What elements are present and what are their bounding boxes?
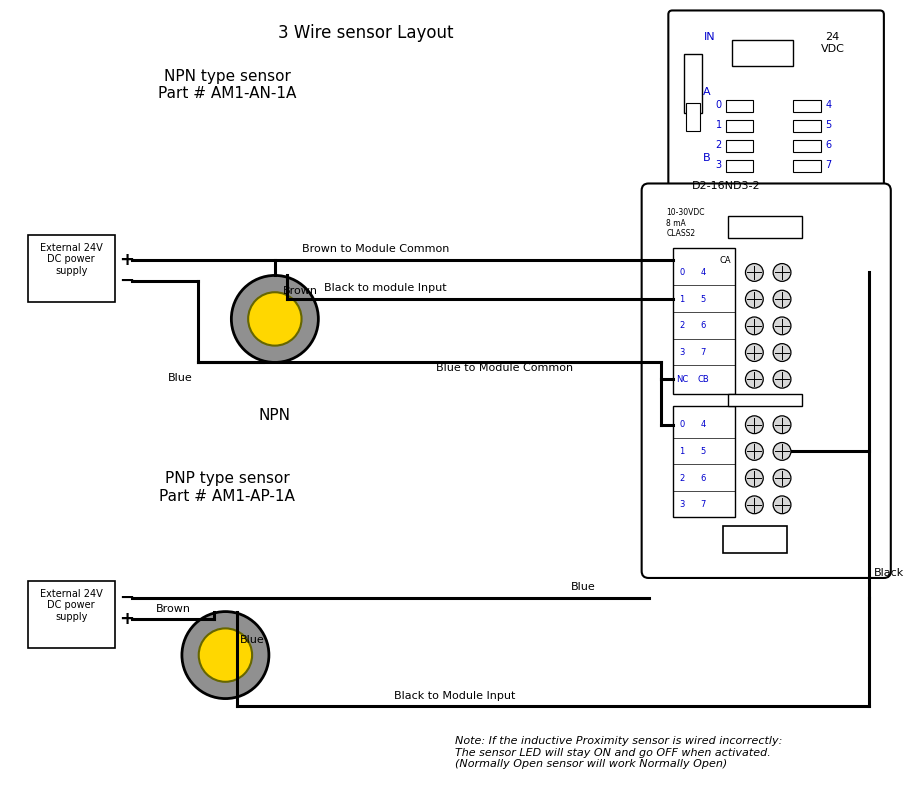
Circle shape <box>773 416 791 433</box>
Circle shape <box>199 629 252 682</box>
Text: Black: Black <box>874 568 904 578</box>
Text: 24
VDC: 24 VDC <box>821 32 844 54</box>
Circle shape <box>746 317 764 335</box>
Circle shape <box>182 612 268 698</box>
Bar <box>726 120 754 132</box>
Bar <box>28 581 114 648</box>
Text: 0: 0 <box>679 421 685 429</box>
Text: 7: 7 <box>700 348 706 357</box>
Circle shape <box>746 344 764 361</box>
Circle shape <box>773 317 791 335</box>
Text: Brown: Brown <box>155 604 190 614</box>
Text: 1: 1 <box>716 120 722 130</box>
Text: CB: CB <box>697 375 709 384</box>
Text: 1: 1 <box>679 447 685 456</box>
Text: Blue: Blue <box>240 635 265 646</box>
Text: External 24V
DC power
supply: External 24V DC power supply <box>40 589 102 622</box>
Text: Brown to Module Common: Brown to Module Common <box>302 244 449 254</box>
Text: 7: 7 <box>825 159 832 170</box>
Circle shape <box>746 264 764 281</box>
Circle shape <box>746 416 764 433</box>
Text: Blue: Blue <box>168 373 193 383</box>
Text: 1: 1 <box>679 295 685 304</box>
Text: 6: 6 <box>825 140 832 150</box>
Text: A: A <box>703 87 711 97</box>
Text: NC: NC <box>676 375 688 384</box>
Text: −: − <box>119 272 133 291</box>
Bar <box>726 159 754 171</box>
Text: PNP type sensor
Part # AM1-AP-1A: PNP type sensor Part # AM1-AP-1A <box>160 471 296 504</box>
Text: 3: 3 <box>716 159 722 170</box>
Bar <box>723 525 787 553</box>
Bar <box>793 140 821 152</box>
Bar <box>793 159 821 171</box>
Circle shape <box>231 276 318 362</box>
Text: Blue: Blue <box>571 582 596 592</box>
Bar <box>727 216 802 238</box>
Bar <box>793 100 821 112</box>
Text: Brown: Brown <box>283 286 317 296</box>
Text: 3 Wire sensor Layout: 3 Wire sensor Layout <box>278 24 454 42</box>
Text: Note: If the inductive Proximity sensor is wired incorrectly:
The sensor LED wil: Note: If the inductive Proximity sensor … <box>454 736 782 769</box>
Circle shape <box>746 469 764 487</box>
Text: 0: 0 <box>716 100 722 111</box>
Text: 5: 5 <box>700 295 706 304</box>
Text: 6: 6 <box>700 473 706 483</box>
Bar <box>727 394 802 406</box>
Bar <box>732 40 793 66</box>
Bar <box>684 54 702 113</box>
Text: Blue to Module Common: Blue to Module Common <box>435 364 573 373</box>
Circle shape <box>746 290 764 308</box>
Bar <box>673 248 735 394</box>
FancyBboxPatch shape <box>668 10 884 191</box>
Circle shape <box>773 469 791 487</box>
Circle shape <box>773 370 791 388</box>
Circle shape <box>746 442 764 461</box>
Text: CA: CA <box>720 256 732 264</box>
Circle shape <box>773 344 791 361</box>
Text: 2: 2 <box>716 140 722 150</box>
Circle shape <box>746 370 764 388</box>
Text: 3: 3 <box>679 348 685 357</box>
Circle shape <box>249 292 301 345</box>
FancyBboxPatch shape <box>641 183 891 578</box>
Text: 0: 0 <box>679 268 685 277</box>
Circle shape <box>773 264 791 281</box>
Bar <box>793 120 821 132</box>
Bar <box>726 140 754 152</box>
Bar <box>726 100 754 112</box>
Bar <box>686 103 700 131</box>
Text: +: + <box>119 251 133 268</box>
Text: +: + <box>119 610 133 629</box>
Text: External 24V
DC power
supply: External 24V DC power supply <box>40 243 102 276</box>
Text: 6: 6 <box>700 321 706 330</box>
Circle shape <box>746 496 764 513</box>
Circle shape <box>773 290 791 308</box>
Text: 4: 4 <box>700 268 706 277</box>
Text: 4: 4 <box>825 100 832 111</box>
Text: 7: 7 <box>700 501 706 509</box>
Text: Black to module Input: Black to module Input <box>325 284 447 293</box>
Circle shape <box>773 496 791 513</box>
Text: NPN type sensor
Part # AM1-AN-1A: NPN type sensor Part # AM1-AN-1A <box>158 69 297 101</box>
Text: 5: 5 <box>700 447 706 456</box>
Text: Black to Module Input: Black to Module Input <box>395 690 515 701</box>
Text: NPN: NPN <box>258 408 291 423</box>
Text: −: − <box>119 589 133 606</box>
Text: 4: 4 <box>700 421 706 429</box>
Text: 5: 5 <box>825 120 832 130</box>
Circle shape <box>773 442 791 461</box>
Text: 3: 3 <box>679 501 685 509</box>
Text: B: B <box>703 153 711 163</box>
Text: 10-30VDC
8 mA
CLASS2: 10-30VDC 8 mA CLASS2 <box>667 208 705 238</box>
Bar <box>28 235 114 302</box>
Text: 2: 2 <box>679 473 685 483</box>
Bar <box>673 406 735 517</box>
Text: D2-16ND3-2: D2-16ND3-2 <box>692 180 761 191</box>
Text: IN: IN <box>704 32 716 42</box>
Text: 2: 2 <box>679 321 685 330</box>
